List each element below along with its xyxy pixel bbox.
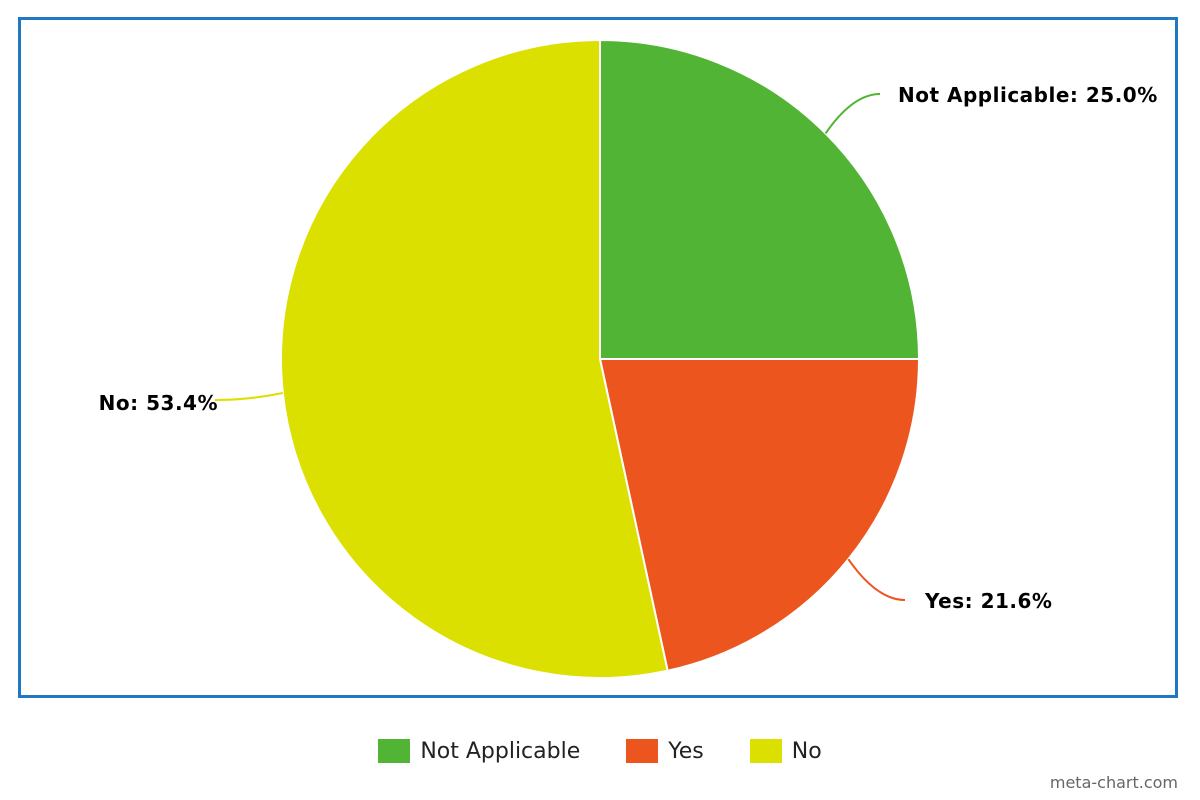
pie-slice-no[interactable] [280,38,669,679]
legend-label: Yes [668,738,704,764]
leader-line [847,558,906,601]
legend-item-no[interactable]: No [749,738,822,764]
watermark: meta-chart.com [1049,773,1178,792]
legend-item-yes[interactable]: Yes [626,739,704,764]
pie-slice-not-applicable[interactable] [599,38,921,360]
leader-line [824,93,881,135]
legend-item-not-applicable[interactable]: Not Applicable [378,739,580,764]
legend-swatch [378,739,411,763]
data-label: No: 53.4% [99,391,218,415]
legend-swatch [626,739,659,763]
legend-label: Not Applicable [420,738,581,764]
legend-swatch [749,739,782,763]
legend-label: No [791,738,822,764]
legend: Not Applicable Yes No [0,735,1200,767]
data-label: Not Applicable: 25.0% [898,83,1158,107]
data-label: Yes: 21.6% [924,589,1052,613]
leader-line [214,392,284,401]
